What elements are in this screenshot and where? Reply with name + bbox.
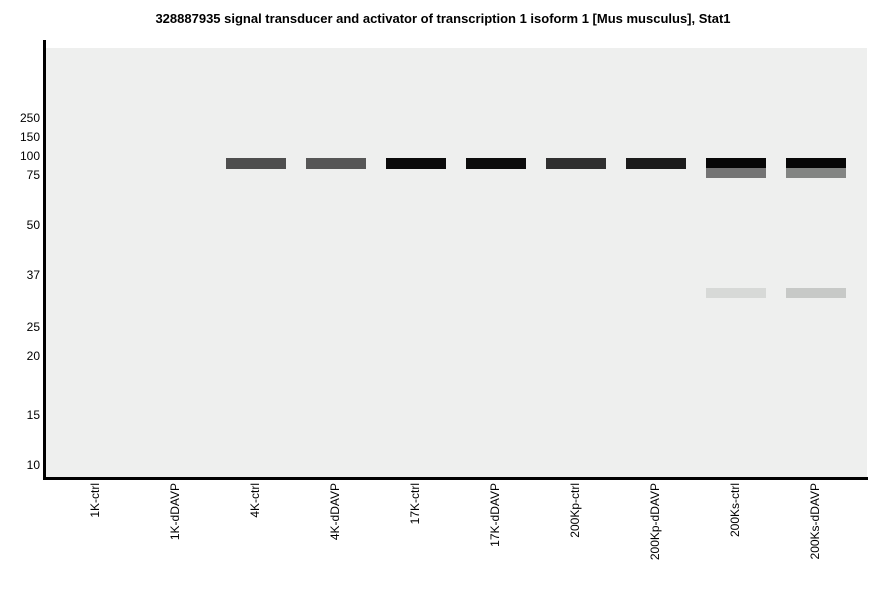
mw-marker-label: 250 xyxy=(19,111,40,125)
lane-label: 4K-ctrl xyxy=(248,483,262,518)
gel-band xyxy=(786,168,846,178)
gel-band xyxy=(386,158,446,169)
y-axis-line xyxy=(43,40,46,480)
mw-marker-label: 150 xyxy=(19,130,40,144)
mw-marker-label: 37 xyxy=(26,268,40,282)
mw-marker-label: 25 xyxy=(26,320,40,334)
gel-band xyxy=(786,288,846,298)
lane-label: 4K-dDAVP xyxy=(328,483,342,541)
lane-label: 200Ks-dDAVP xyxy=(808,483,822,560)
mw-marker-label: 100 xyxy=(19,149,40,163)
gel-band xyxy=(706,168,766,178)
figure-title: 328887935 signal transducer and activato… xyxy=(155,11,731,26)
mw-marker-label: 20 xyxy=(26,349,40,363)
gel-band xyxy=(786,158,846,168)
molecular-weight-marker-labels: 250 150 100 75 50 37 25 20 15 10 xyxy=(0,0,42,595)
gel-band xyxy=(306,158,366,169)
mw-marker-label: 15 xyxy=(26,408,40,422)
mw-marker-label: 50 xyxy=(26,218,40,232)
lane-label: 200Kp-dDAVP xyxy=(648,483,662,561)
gel-band xyxy=(706,288,766,298)
x-axis-line xyxy=(43,477,868,480)
lane-label: 1K-ctrl xyxy=(88,483,102,518)
mw-marker-label: 10 xyxy=(26,458,40,472)
lane-label: 17K-ctrl xyxy=(408,483,422,525)
gel-band xyxy=(226,158,286,169)
gel-band xyxy=(466,158,526,169)
lane-label: 1K-dDAVP xyxy=(168,483,182,541)
lane-label: 17K-dDAVP xyxy=(488,483,502,547)
gel-band xyxy=(546,158,606,169)
gel-plot-area xyxy=(46,48,867,477)
gel-band xyxy=(706,158,766,168)
mw-marker-label: 75 xyxy=(26,168,40,182)
lane-label: 200Kp-ctrl xyxy=(568,483,582,538)
gel-band xyxy=(626,158,686,169)
lane-label: 200Ks-ctrl xyxy=(728,483,742,538)
